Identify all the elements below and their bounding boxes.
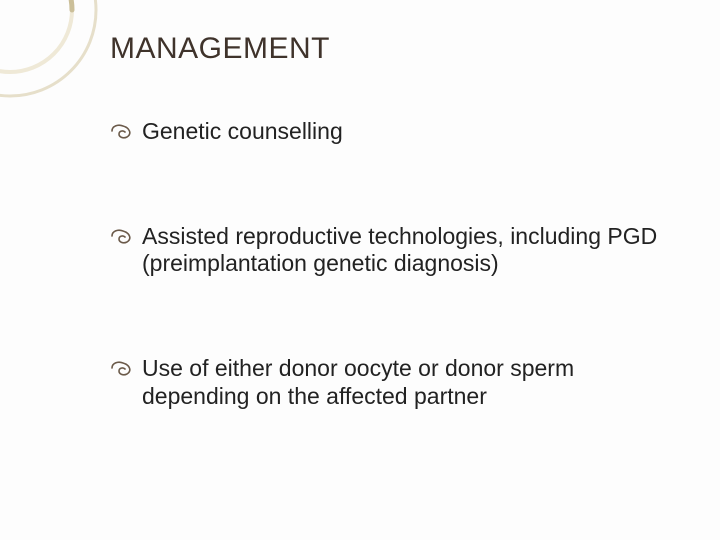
- bullet-swirl-icon: [110, 227, 134, 245]
- list-item: Assisted reproductive technologies, incl…: [110, 223, 680, 277]
- bullet-text: Genetic counselling: [142, 118, 343, 144]
- slide-title: MANAGEMENT: [110, 32, 680, 66]
- list-item: Use of either donor oocyte or donor sper…: [110, 355, 680, 409]
- bullet-text: Use of either donor oocyte or donor sper…: [142, 355, 574, 408]
- bullet-swirl-icon: [110, 359, 134, 377]
- list-item: Genetic counselling: [110, 118, 680, 145]
- bullet-swirl-icon: [110, 122, 134, 140]
- bullet-text: Assisted reproductive technologies, incl…: [142, 223, 657, 276]
- bullet-list: Genetic counselling Assisted reproductiv…: [110, 118, 680, 410]
- slide-content: MANAGEMENT Genetic counselling Assisted …: [0, 0, 720, 540]
